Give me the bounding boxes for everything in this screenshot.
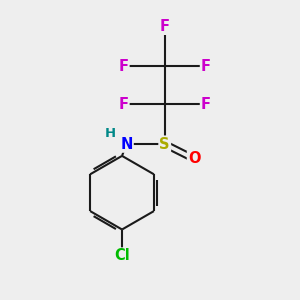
Text: H: H (105, 127, 116, 140)
Text: F: F (118, 58, 128, 74)
Text: F: F (201, 58, 211, 74)
Text: O: O (188, 151, 200, 166)
Text: F: F (201, 97, 211, 112)
Text: F: F (160, 19, 170, 34)
Text: N: N (120, 136, 133, 152)
Text: S: S (160, 136, 170, 152)
Text: Cl: Cl (114, 248, 130, 263)
Text: F: F (118, 97, 128, 112)
